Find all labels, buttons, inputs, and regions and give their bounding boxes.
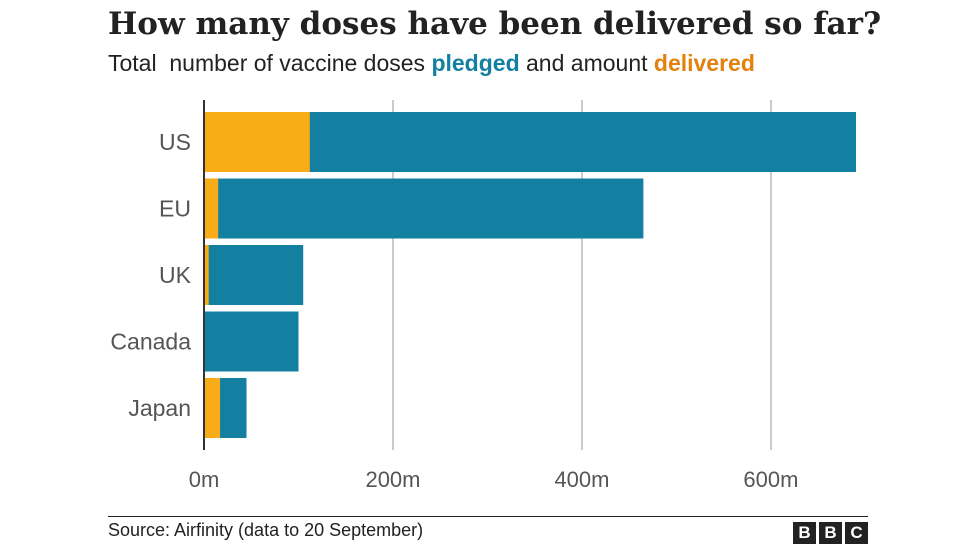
category-label: Canada [110,329,191,355]
bar-delivered [204,378,221,438]
category-label: EU [159,196,191,222]
bbc-logo-letter: B [819,522,842,544]
subtitle-prefix: Total number of vaccine doses [108,50,432,76]
chart-subtitle: Total number of vaccine doses pledged an… [108,50,755,77]
x-tick-label: 600m [743,467,798,492]
subtitle-middle: and amount [519,50,654,76]
bar-delivered [204,245,209,305]
bbc-logo: B B C [793,522,868,544]
source-note: Source: Airfinity (data to 20 September) [108,520,424,540]
x-tick-label: 0m [189,467,220,492]
bar-delivered [204,112,310,172]
subtitle-pledged: pledged [431,50,520,76]
chart-title: How many doses have been delivered so fa… [108,6,882,42]
bar-delivered [204,178,219,239]
footer-divider [108,516,868,517]
bar-pledged [204,311,299,372]
category-label: UK [159,262,192,288]
category-labels: US EU UK Canada Japan [110,129,191,421]
bar-pledged [204,245,304,305]
subtitle-delivered: delivered [653,50,755,76]
bars [204,112,856,438]
category-label: US [159,129,191,155]
x-tick-label: 400m [554,467,609,492]
bar-pledged [204,178,644,239]
x-tick-labels: 0m 200m 400m 600m [189,467,799,492]
bbc-logo-letter: C [845,522,868,544]
bar-pledged [204,112,856,172]
bbc-logo-letter: B [793,522,816,544]
x-tick-label: 200m [365,467,420,492]
category-label: Japan [128,395,191,421]
